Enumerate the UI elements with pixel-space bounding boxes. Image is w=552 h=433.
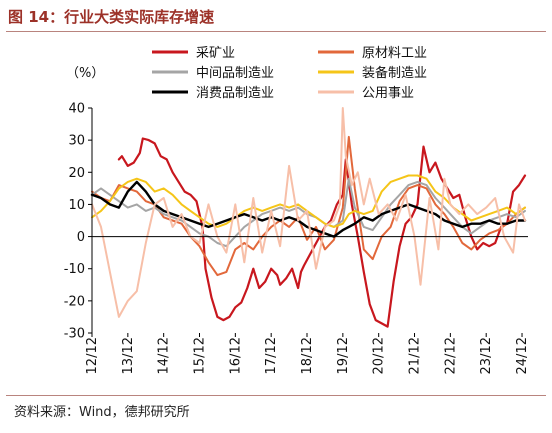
x-tick-label: 19/12	[336, 337, 351, 374]
series-layer	[90, 107, 527, 328]
source-divider	[6, 395, 546, 396]
y-tick-label: -30	[64, 327, 85, 342]
y-tick-label: -20	[64, 294, 85, 309]
legend-label-3: 中间品制造业	[196, 66, 274, 81]
legend-label-6: 公用事业	[362, 86, 414, 101]
series-line-1	[117, 137, 527, 328]
y-axis-unit: （%）	[66, 66, 105, 81]
x-tick-label: 17/12	[264, 337, 279, 374]
figure-source: 资料来源：Wind，德邦研究所	[14, 405, 190, 420]
x-tick-label: 14/12	[157, 337, 172, 374]
x-tick-label: 12/12	[85, 337, 100, 374]
series-line-3	[91, 177, 526, 248]
x-tick-label: 15/12	[193, 337, 208, 374]
y-tick-label: 30	[68, 134, 85, 149]
y-axis-ticks: 40 30 20 10 0 -10 -20 -30	[64, 102, 92, 342]
x-axis-ticks: 12/12 13/12 14/12 15/12 16/12 17/12 18/12 19/12…	[85, 333, 530, 374]
x-tick-label: 18/12	[300, 337, 315, 374]
legend-label-1: 采矿业	[196, 46, 235, 61]
x-tick-label: 16/12	[228, 337, 243, 374]
legend-label-4: 装备制造业	[362, 65, 427, 81]
x-tick-label: 23/12	[479, 337, 494, 374]
title-divider	[6, 31, 546, 32]
y-tick-label: 0	[77, 230, 85, 245]
series-line-6	[91, 107, 526, 318]
x-tick-label: 22/12	[443, 337, 458, 374]
figure-title: 图 14：行业大类实际库存增速	[8, 8, 215, 26]
x-tick-label: 21/12	[408, 337, 423, 374]
legend-label-5: 消费品制造业	[196, 86, 274, 101]
y-tick-label: 10	[68, 198, 85, 213]
x-tick-label: 20/12	[372, 337, 387, 374]
y-tick-label: -10	[64, 262, 85, 277]
y-tick-label: 40	[68, 102, 85, 117]
y-tick-label: 20	[68, 166, 85, 181]
series-line-5	[90, 180, 527, 238]
x-tick-label: 13/12	[121, 337, 136, 374]
x-tick-label: 24/12	[515, 337, 530, 374]
legend-label-2: 原材料工业	[362, 46, 427, 61]
